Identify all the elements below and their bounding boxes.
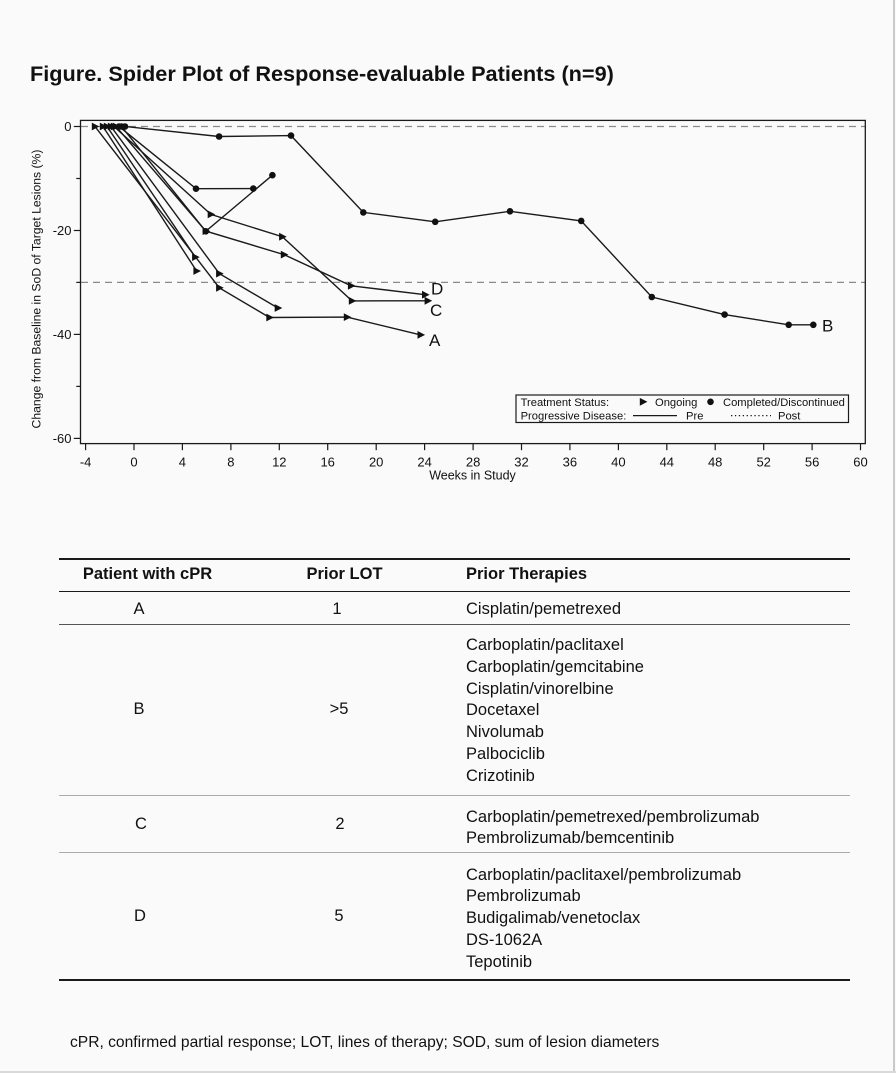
svg-text:0: 0 xyxy=(64,119,71,134)
svg-text:A: A xyxy=(429,331,441,350)
svg-text:12: 12 xyxy=(272,455,286,470)
svg-text:20: 20 xyxy=(369,455,383,470)
svg-text:44: 44 xyxy=(660,455,674,470)
svg-text:C: C xyxy=(430,301,442,320)
svg-text:Pre: Pre xyxy=(686,411,703,423)
svg-text:Completed/Discontinued: Completed/Discontinued xyxy=(723,397,845,409)
svg-text:60: 60 xyxy=(853,455,867,470)
svg-text:4: 4 xyxy=(179,455,186,470)
svg-text:Treatment Status:: Treatment Status: xyxy=(521,397,610,409)
svg-text:32: 32 xyxy=(514,455,528,470)
svg-text:Ongoing: Ongoing xyxy=(655,397,697,409)
svg-text:-40: -40 xyxy=(53,327,72,342)
svg-text:56: 56 xyxy=(805,455,819,470)
svg-text:0: 0 xyxy=(130,455,137,470)
svg-text:40: 40 xyxy=(611,455,625,470)
svg-text:Weeks in Study: Weeks in Study xyxy=(429,469,516,483)
svg-text:-60: -60 xyxy=(53,431,72,446)
svg-text:D: D xyxy=(431,280,443,299)
svg-text:-20: -20 xyxy=(53,223,72,238)
svg-text:Change from Baseline in SoD of: Change from Baseline in SoD of Target Le… xyxy=(30,150,44,429)
svg-text:52: 52 xyxy=(756,455,770,470)
svg-text:Post: Post xyxy=(778,411,801,423)
svg-text:8: 8 xyxy=(227,455,234,470)
svg-text:28: 28 xyxy=(466,455,480,470)
svg-text:Progressive Disease:: Progressive Disease: xyxy=(521,411,627,423)
svg-text:B: B xyxy=(822,317,833,336)
svg-text:-4: -4 xyxy=(80,455,92,470)
svg-text:24: 24 xyxy=(417,455,431,470)
svg-text:48: 48 xyxy=(708,455,722,470)
svg-text:36: 36 xyxy=(563,455,577,470)
svg-text:16: 16 xyxy=(320,455,334,470)
